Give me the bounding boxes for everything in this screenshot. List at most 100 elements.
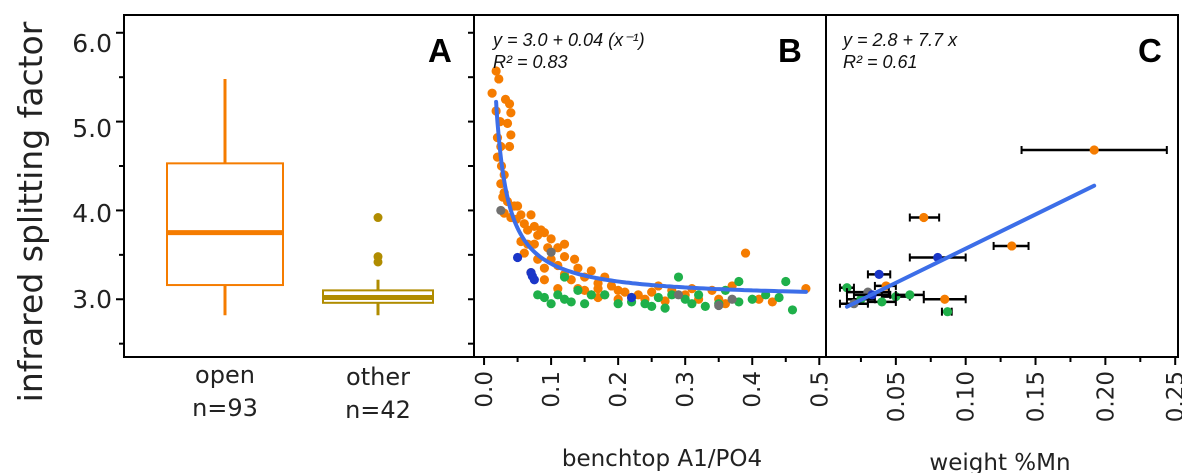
- panel-c-scatter: y = 2.8 + 7.7 x R² = 0.61 C 0.05 0.10 0.15…: [838, 30, 1182, 473]
- scatter-point: [553, 290, 563, 300]
- panel-c-frame: [825, 14, 1179, 358]
- scatter-point: [529, 239, 539, 249]
- x-category-label: open: [195, 361, 255, 389]
- x-tick-label: 0.25: [1163, 371, 1182, 422]
- panel-b-x-axis-title: benchtop A1/PO4: [562, 446, 762, 472]
- scatter-point: [874, 269, 884, 279]
- scatter-point: [502, 118, 513, 128]
- scatter-point: [613, 299, 623, 309]
- scatter-point: [516, 210, 526, 220]
- scatter-point: [940, 294, 950, 304]
- scatter-point: [533, 290, 543, 300]
- x-tick-label: 0.05: [884, 371, 910, 422]
- scatter-point: [687, 299, 697, 309]
- scatter-point: [754, 294, 764, 304]
- scatter-point: [504, 99, 515, 109]
- scatter-point: [647, 301, 657, 311]
- box-outlier: [373, 257, 383, 267]
- x-category-label: other: [346, 363, 410, 391]
- scatter-point: [767, 297, 777, 307]
- scatter-point: [487, 88, 497, 98]
- scatter-point: [593, 284, 603, 294]
- scatter-point: [519, 248, 529, 258]
- scatter-point: [653, 292, 663, 303]
- scatter-point: [667, 290, 677, 300]
- scatter-point: [546, 234, 556, 244]
- scatter-point: [573, 263, 583, 273]
- scatter-point: [546, 299, 556, 309]
- scatter-point: [506, 108, 516, 118]
- scatter-point: [559, 252, 570, 262]
- scatter-point: [734, 276, 744, 287]
- x-tick-label: 0.10: [954, 371, 980, 422]
- scatter-point: [919, 212, 929, 223]
- y-tick-label: 6.0: [72, 29, 112, 58]
- x-tick-label: 0.0: [472, 371, 498, 408]
- scatter-point: [942, 307, 953, 317]
- scatter-point: [526, 210, 536, 220]
- panel-a-boxplot: A open n=93 other n=42: [166, 32, 452, 424]
- x-tick-label: 0.3: [673, 371, 699, 408]
- scatter-point: [506, 130, 516, 140]
- scatter-point: [539, 228, 550, 238]
- scatter-point: [512, 252, 523, 263]
- scatter-point: [559, 272, 570, 282]
- scatter-point: [559, 239, 570, 249]
- box-body: [166, 162, 284, 287]
- scatter-point: [626, 292, 637, 303]
- panel-b-fit-curve: [494, 99, 808, 294]
- scatter-point: [700, 301, 710, 311]
- x-tick-label: 0.1: [539, 371, 565, 408]
- scatter-point: [714, 300, 724, 311]
- scatter-point: [491, 66, 501, 76]
- panel-b-r2: R² = 0.83: [493, 52, 568, 72]
- panel-c-equation: y = 2.8 + 7.7 x: [841, 30, 958, 50]
- panel-c-r2: R² = 0.61: [843, 52, 918, 72]
- scatter-point: [569, 254, 580, 264]
- scatter-point: [606, 281, 617, 291]
- x-tick-label: 0.20: [1093, 371, 1119, 422]
- scatter-point: [494, 74, 504, 84]
- panel-a-letter: A: [428, 32, 452, 69]
- x-category-count: n=93: [192, 394, 258, 422]
- panel-b-equation: y = 3.0 + 0.04 (x⁻¹): [491, 30, 645, 50]
- scatter-point: [781, 276, 791, 287]
- y-axis-title: infrared splitting factor: [11, 21, 50, 402]
- y-tick-label: 3.0: [72, 285, 112, 314]
- y-tick-label: 4.0: [72, 199, 112, 228]
- scatter-point: [573, 285, 583, 295]
- scatter-point: [747, 294, 757, 304]
- scatter-point: [647, 287, 657, 297]
- scatter-point: [586, 266, 596, 276]
- scatter-point: [842, 283, 852, 293]
- x-category-count: n=42: [345, 396, 411, 424]
- panel-b-scatter: y = 3.0 + 0.04 (x⁻¹) R² = 0.83 B 0.0 0.1 0…: [472, 30, 833, 472]
- scatter-point: [580, 299, 590, 309]
- y-axis: 3.0 4.0 5.0 6.0: [72, 29, 474, 345]
- scatter-point: [600, 290, 610, 300]
- scatter-point: [566, 297, 576, 307]
- scatter-point: [586, 290, 596, 300]
- scatter-point: [539, 263, 550, 273]
- scatter-point: [877, 297, 887, 307]
- scatter-point: [1089, 145, 1099, 155]
- scatter-point: [787, 305, 798, 315]
- box-outlier: [373, 213, 383, 223]
- x-tick-label: 0.4: [740, 371, 766, 408]
- scatter-point: [740, 248, 751, 258]
- x-tick-label: 0.5: [807, 371, 833, 408]
- panel-b-letter: B: [778, 32, 802, 69]
- scatter-point: [673, 272, 684, 282]
- scatter-point: [496, 205, 506, 216]
- scatter-point: [905, 290, 915, 300]
- panel-c-fit-line: [844, 183, 1097, 309]
- y-tick-label: 5.0: [72, 114, 112, 143]
- x-tick-label: 0.2: [606, 371, 632, 408]
- panel-c-x-axis-title: weight %Mn: [929, 450, 1070, 473]
- scatter-point: [620, 287, 630, 297]
- scatter-point: [660, 303, 670, 313]
- scatter-point: [727, 294, 737, 304]
- x-tick-label: 0.15: [1024, 371, 1050, 422]
- scatter-point: [546, 247, 556, 257]
